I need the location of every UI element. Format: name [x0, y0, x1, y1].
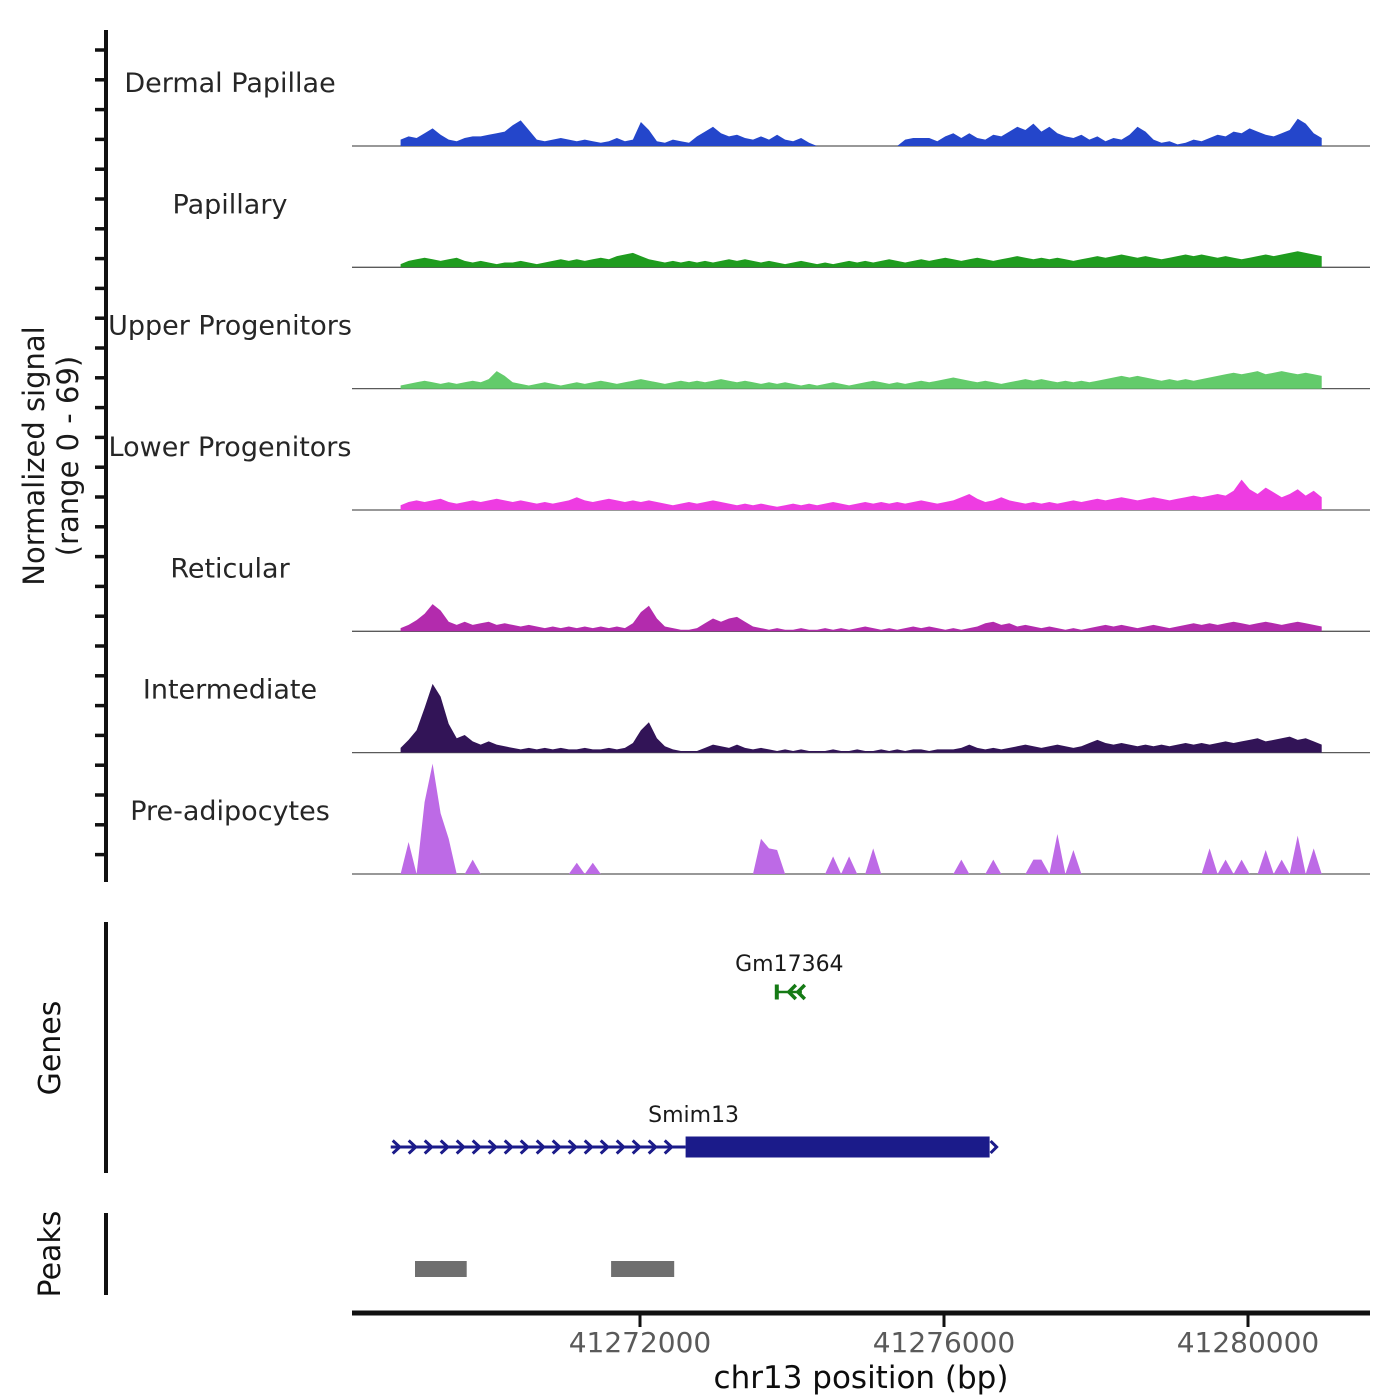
track-signal-area: [400, 604, 1322, 632]
track-lower-progenitors: Lower Progenitors: [109, 432, 1370, 511]
strand-arrow-right-icon: [535, 1139, 546, 1155]
track-label: Intermediate: [143, 675, 317, 706]
strand-arrow-right-icon: [583, 1139, 594, 1155]
signal-tracks: Dermal Papillae Papillary Upper Progenitor…: [108, 68, 1370, 875]
track-dermal-papillae: Dermal Papillae: [124, 68, 1370, 147]
track-signal-area: [400, 118, 1322, 146]
strand-arrow-right-icon: [455, 1139, 466, 1155]
gene-label-gm17364: Gm17364: [735, 952, 843, 977]
track-label: Upper Progenitors: [108, 311, 352, 342]
track-papillary: Papillary: [173, 189, 1370, 268]
x-axis-title: chr13 position (bp): [714, 1360, 1009, 1396]
strand-arrow-right-icon: [471, 1139, 482, 1155]
track-signal-area: [400, 763, 1322, 874]
strand-arrow-right-icon: [391, 1139, 402, 1155]
strand-arrow-left-icon: [795, 983, 807, 1001]
track-signal-area: [400, 683, 1322, 753]
genes-section: Gm17364 Smim13: [104, 922, 999, 1173]
x-axis-tick-label: 41276000: [873, 1326, 1016, 1359]
track-signal-area: [400, 479, 1322, 510]
strand-arrow-right-icon: [439, 1139, 450, 1155]
strand-arrow-right-icon: [487, 1139, 498, 1155]
strand-arrow-right-icon: [519, 1139, 530, 1155]
strand-arrow-right-icon: [551, 1139, 562, 1155]
strand-arrow-right-icon: [503, 1139, 514, 1155]
track-reticular: Reticular: [170, 553, 1370, 632]
x-axis-tick-label: 41280000: [1177, 1326, 1320, 1359]
peaks-section-label: Peaks: [33, 1211, 68, 1298]
gene-label-smim13: Smim13: [648, 1103, 739, 1128]
strand-arrow-right-icon: [989, 1139, 999, 1155]
y-axis-label-line2: (range 0 - 69): [51, 356, 85, 556]
x-axis-tick-label: 41272000: [569, 1326, 712, 1359]
gene-exon-box: [685, 1136, 990, 1158]
strand-arrow-right-icon: [663, 1139, 674, 1155]
gene-smim13: Smim13: [390, 1103, 999, 1158]
track-label: Reticular: [170, 553, 290, 584]
track-signal-area: [400, 251, 1322, 268]
peak-region-box: [415, 1261, 467, 1277]
x-axis: 41272000 41276000 41280000: [352, 1310, 1370, 1359]
gene-exon-box: [774, 984, 779, 1000]
strand-arrow-right-icon: [407, 1139, 418, 1155]
strand-arrow-right-icon: [423, 1139, 434, 1155]
track-upper-progenitors: Upper Progenitors: [108, 311, 1370, 390]
track-label: Pre-adipocytes: [130, 796, 330, 827]
strand-arrow-right-icon: [647, 1139, 658, 1155]
track-label: Dermal Papillae: [124, 68, 335, 99]
strand-arrow-right-icon: [631, 1139, 642, 1155]
strand-arrow-right-icon: [567, 1139, 578, 1155]
strand-arrow-right-icon: [599, 1139, 610, 1155]
genes-section-label: Genes: [33, 1001, 68, 1096]
track-intermediate: Intermediate: [143, 675, 1370, 754]
track-signal-area: [400, 371, 1322, 389]
strand-arrow-left-icon: [786, 983, 798, 1001]
track-pre-adipocytes: Pre-adipocytes: [130, 763, 1370, 875]
peaks-section: [104, 1213, 675, 1295]
gene-gm17364: Gm17364: [735, 952, 844, 1001]
peak-region-box: [611, 1261, 675, 1277]
track-label: Lower Progenitors: [109, 432, 352, 463]
track-label: Papillary: [173, 189, 288, 220]
y-axis-label-line1: Normalized signal: [17, 326, 51, 585]
strand-arrow-right-icon: [615, 1139, 626, 1155]
signal-y-axis: [95, 30, 108, 882]
